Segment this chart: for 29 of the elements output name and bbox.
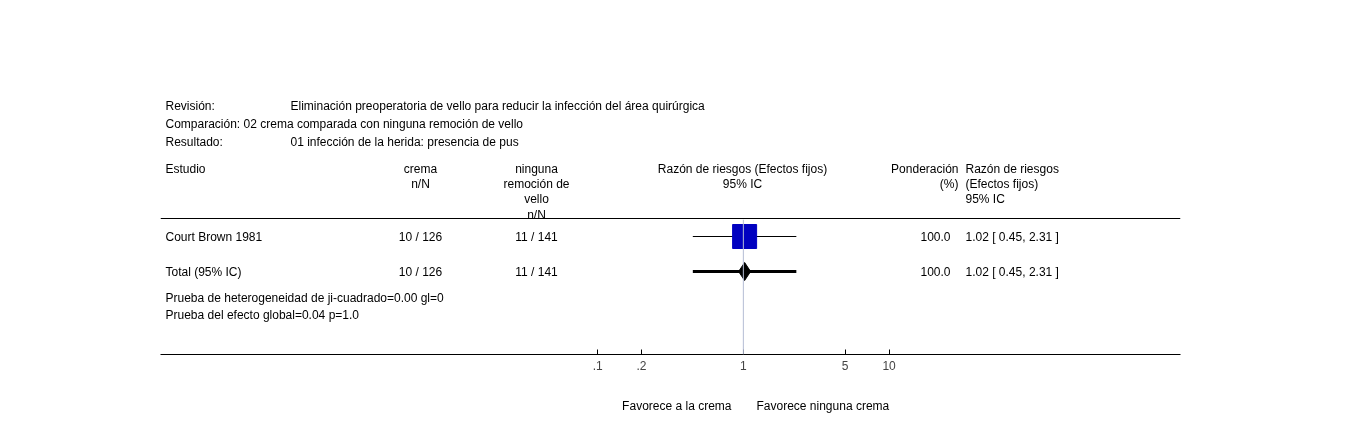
x-tick-label: .2 <box>636 358 647 373</box>
y-tick-label: Total (95% IC) <box>165 264 242 279</box>
text: Favorece a la crema <box>622 398 732 413</box>
text: Prueba del efecto global=0.04 p=1.0 <box>165 307 360 322</box>
annotation: 100.0 <box>920 265 951 279</box>
y-tick-label: Court Brown 1981 <box>165 229 263 244</box>
annotation: 1.02 [ 0.45, 2.31 ] <box>965 229 1059 244</box>
text: Razón de riesgos (Efectos fijos) 95% IC <box>657 161 828 191</box>
annotation: 100.0 <box>920 230 951 244</box>
text: Ponderación (%) <box>891 161 959 191</box>
annotation: 11 / 141 <box>515 229 559 244</box>
text: Comparación: 02 crema comparada con ninguna remoción de vello <box>165 116 524 131</box>
annotation: 10 / 126 <box>398 264 443 279</box>
text: Prueba de heterogeneidad de ji-cuadrado=0.00 gl=0 <box>165 290 445 305</box>
text: Razón de riesgos (Efectos fijos) 95% IC <box>965 161 1059 207</box>
annotation: 10 / 126 <box>398 229 443 244</box>
x-tick-label: 5 <box>841 358 849 373</box>
text: Estudio <box>165 161 206 176</box>
x-tick-label: 10 <box>882 358 897 373</box>
x-tick-label: .1 <box>592 358 603 373</box>
text: Favorece ninguna crema <box>756 398 890 413</box>
text: Revisión: <box>165 98 215 113</box>
text: Eliminación preoperatoria de vello para reducir la infección del área quirúrgica <box>290 98 706 113</box>
text: Resultado: <box>165 134 223 149</box>
x-tick-label: 1 <box>740 358 748 373</box>
text: crema n/N <box>403 161 438 191</box>
text: 01 infección de la herida: presencia de pus <box>290 134 519 149</box>
annotation: 11 / 141 <box>515 264 559 279</box>
annotation: 1.02 [ 0.45, 2.31 ] <box>965 264 1059 279</box>
